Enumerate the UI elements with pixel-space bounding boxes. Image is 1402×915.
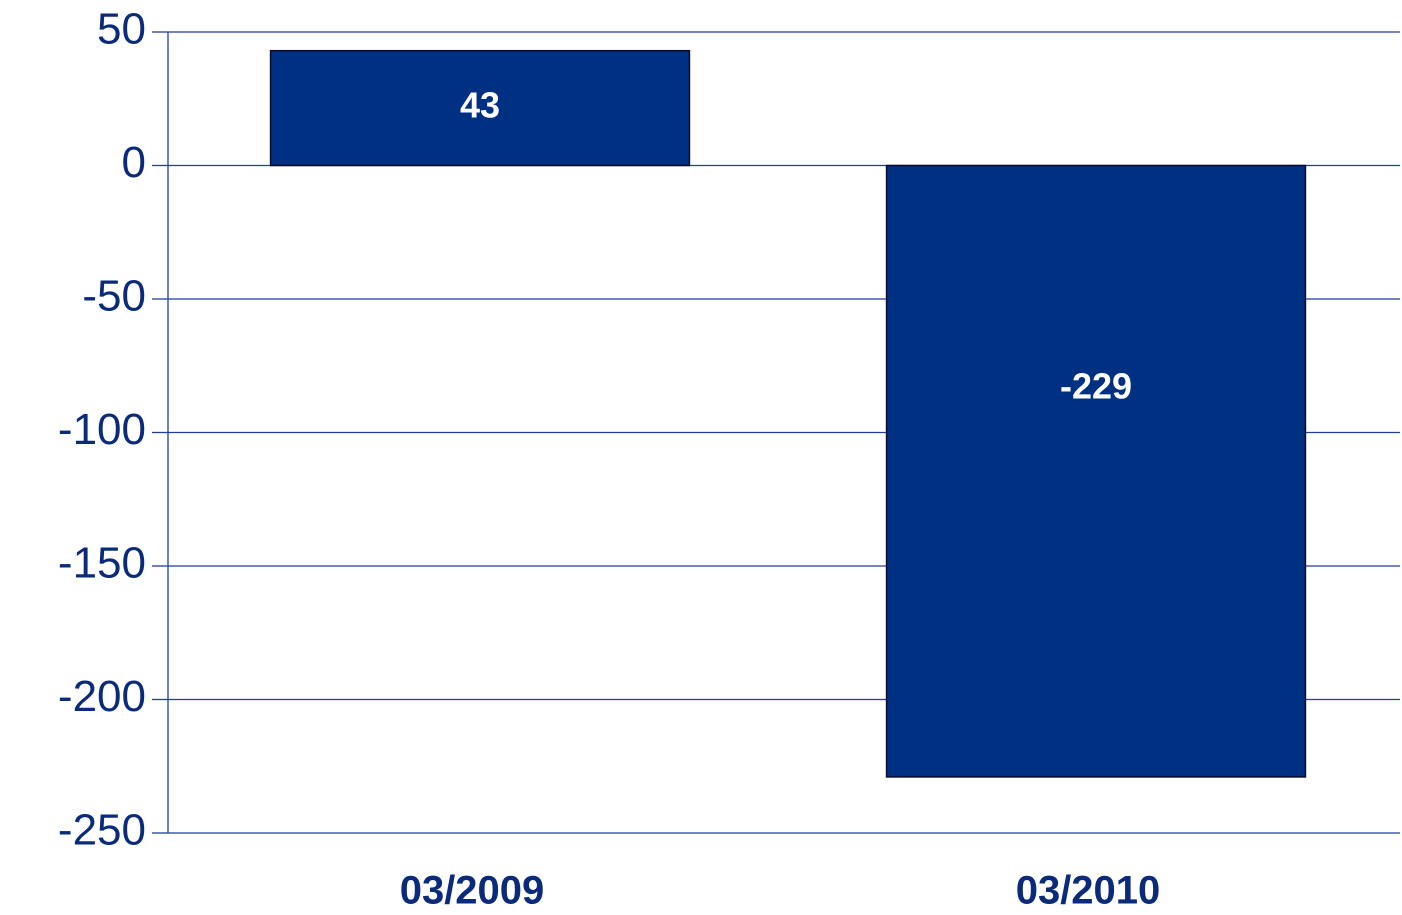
y-tick-label: -150: [58, 539, 146, 588]
y-tick-label: 0: [122, 138, 146, 187]
bar: [269, 49, 691, 167]
y-tick-label: -250: [58, 806, 146, 855]
y-tick-label: -200: [58, 672, 146, 721]
value-label: 43: [460, 85, 500, 126]
y-tick-label: -100: [58, 405, 146, 454]
bar: [885, 164, 1307, 778]
x-tick-label: 03/2010: [1016, 869, 1161, 913]
y-tick-label: 50: [97, 5, 146, 54]
value-label: -229: [1060, 366, 1132, 407]
x-tick-label: 03/2009: [400, 869, 545, 913]
y-tick-label: -50: [82, 272, 146, 321]
